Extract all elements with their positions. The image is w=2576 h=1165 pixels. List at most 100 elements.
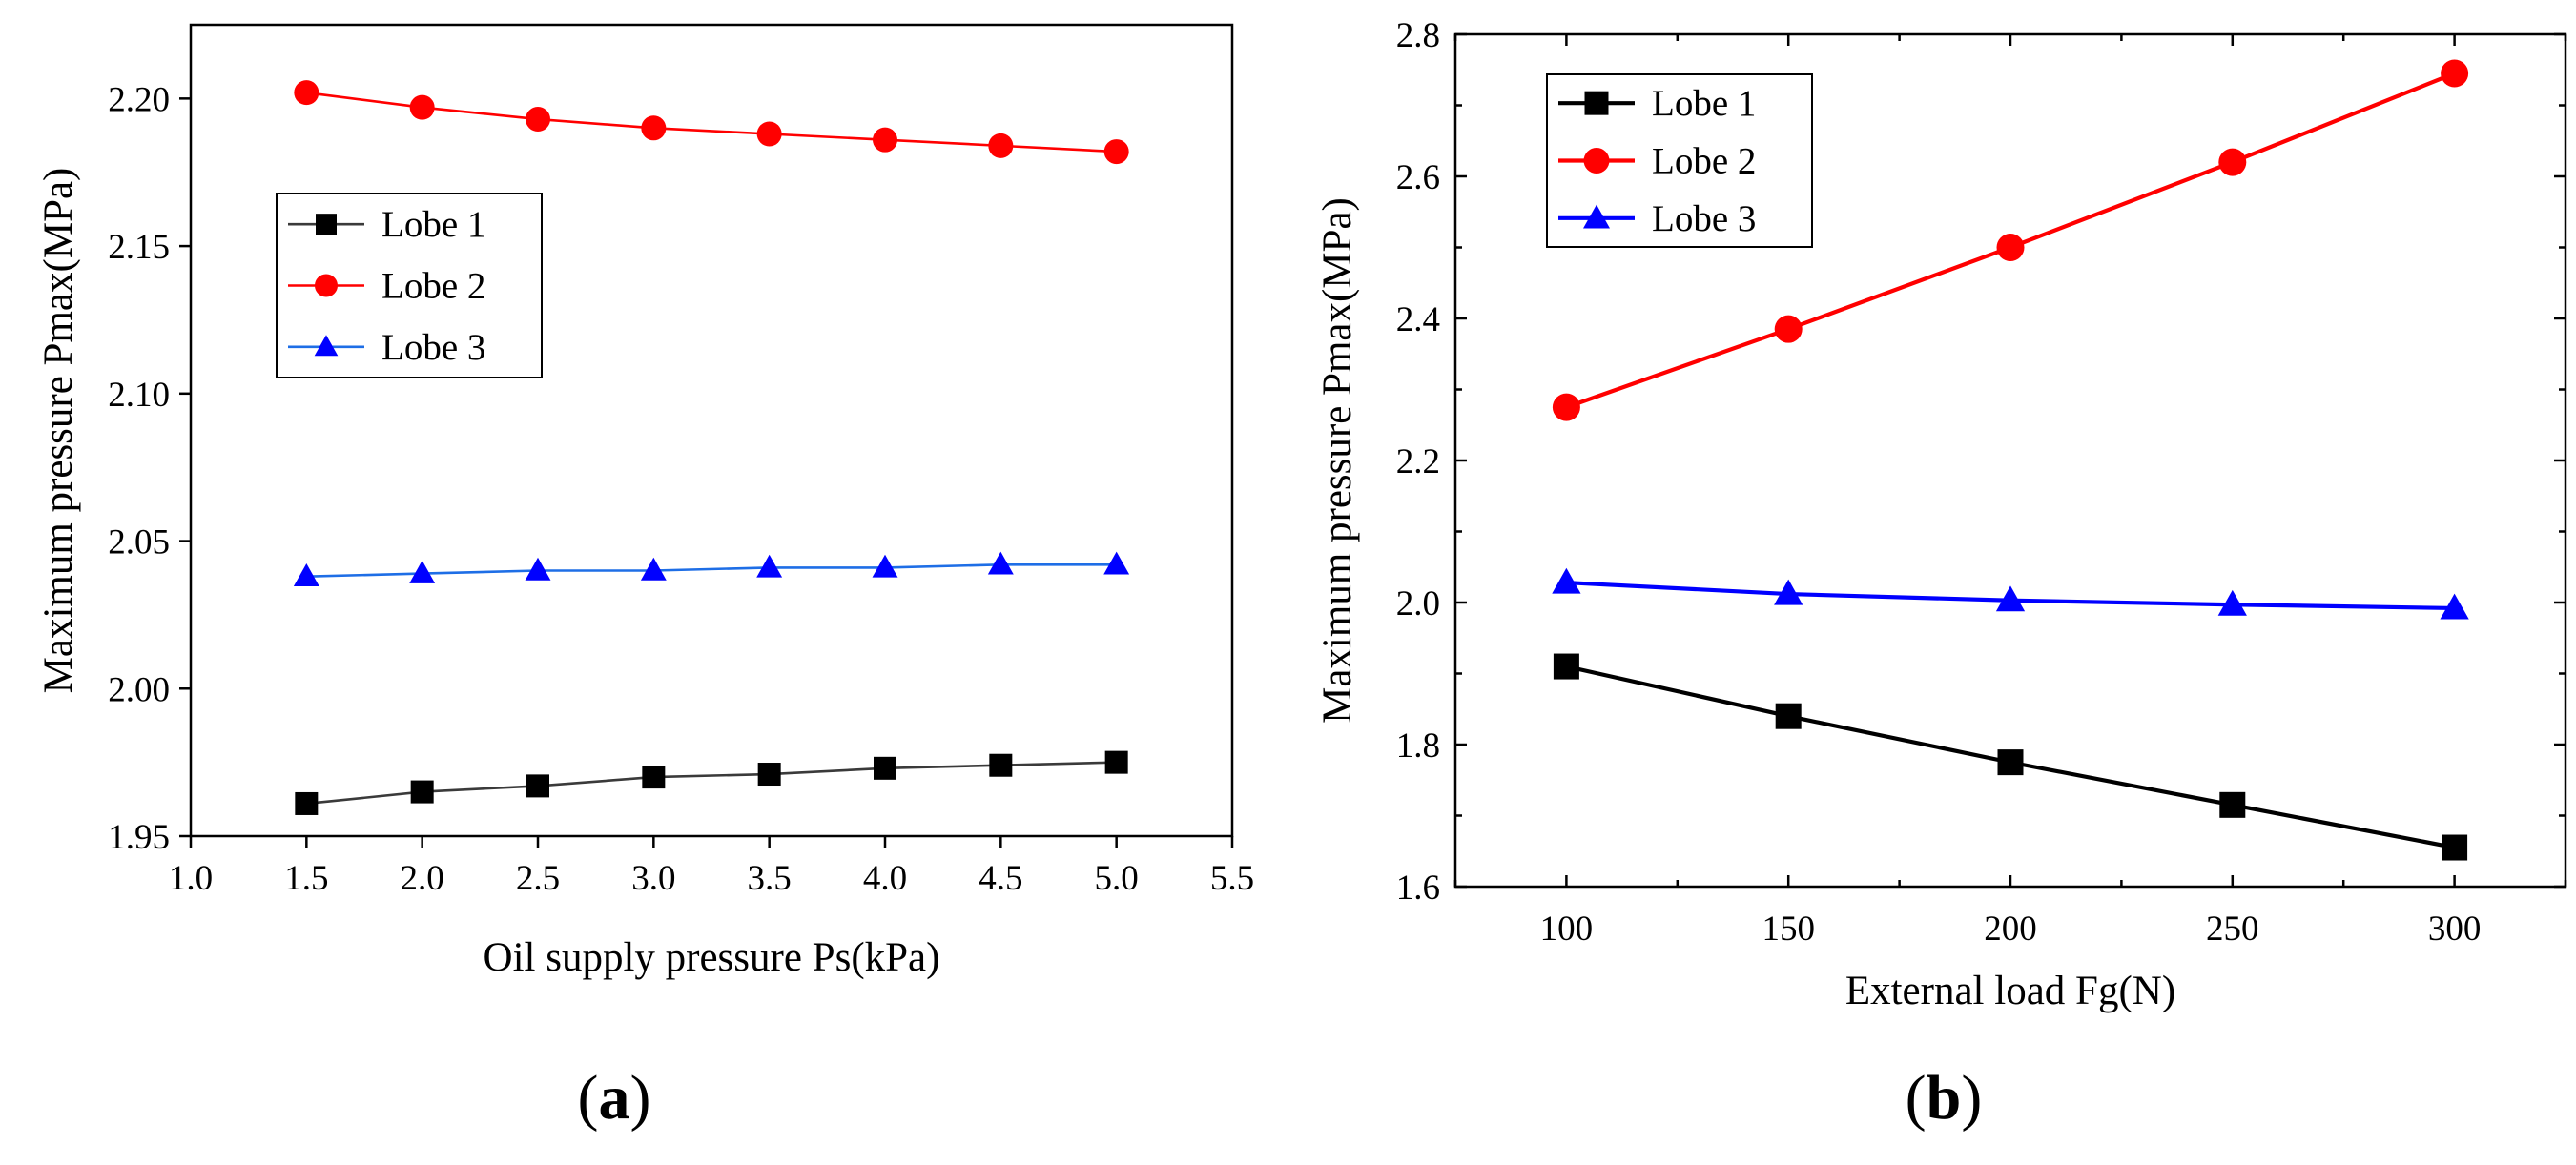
x-tick-label: 100 — [1540, 910, 1594, 949]
data-point — [2219, 791, 2246, 818]
series-line — [306, 761, 1117, 806]
y-tick-label: 1.8 — [1396, 726, 1440, 766]
legend-marker — [1583, 148, 1610, 174]
data-point — [756, 554, 783, 578]
x-tick-label: 3.5 — [748, 859, 792, 898]
data-point — [1552, 567, 1581, 594]
data-point — [1995, 585, 2026, 612]
legend: Lobe 1 Lobe 2 Lobe 3 — [276, 193, 543, 378]
x-tick-label: 150 — [1762, 910, 1815, 949]
panel-label-open: ( — [1906, 1063, 1927, 1133]
data-point — [1103, 139, 1129, 165]
series-lobe-1 — [295, 750, 1128, 815]
data-point — [1553, 653, 1579, 680]
y-tick-label: 1.6 — [1396, 869, 1440, 908]
data-point — [1774, 579, 1803, 605]
data-point — [295, 791, 319, 815]
x-tick-label: 3.0 — [631, 859, 675, 898]
x-tick-label: 300 — [2428, 910, 2482, 949]
x-tick-label: 4.5 — [979, 859, 1022, 898]
data-point — [1774, 315, 1803, 343]
y-tick-label: 2.0 — [1396, 584, 1440, 623]
data-point — [294, 80, 319, 106]
data-point — [2440, 593, 2469, 620]
panel-b: 100 150 200 250 300 1.6 1.8 2.0 2.2 2.4 2.6 2.8 Exte… — [1315, 16, 2567, 1133]
y-tick-label: 2.2 — [1396, 442, 1440, 481]
series-lobe-2 — [294, 80, 1129, 165]
data-point — [2441, 59, 2469, 88]
y-tick-label: 2.6 — [1396, 158, 1440, 197]
panel-label: (b) — [1906, 1063, 1983, 1133]
panel-label-close: ) — [1961, 1063, 1982, 1133]
data-point — [640, 557, 667, 581]
series-lobe-2 — [1552, 59, 2469, 421]
data-point — [293, 563, 319, 586]
data-point — [988, 133, 1014, 158]
legend-label: Lobe 2 — [381, 266, 485, 307]
x-axis-label: Oil supply pressure Ps(kPa) — [484, 935, 940, 980]
data-point — [525, 557, 551, 581]
data-point — [1103, 551, 1130, 575]
data-point — [1775, 703, 1802, 729]
legend-marker — [1584, 91, 1609, 115]
y-tick-label: 1.95 — [108, 818, 170, 857]
x-tick-label: 200 — [1984, 910, 2037, 949]
data-point — [2217, 589, 2247, 616]
series-lobe-3 — [1552, 567, 2469, 620]
panel-label: (a) — [578, 1063, 651, 1133]
data-point — [756, 121, 782, 147]
legend-label: Lobe 2 — [1652, 141, 1756, 182]
y-tick-label: 2.4 — [1396, 300, 1440, 339]
panel-label-open: ( — [578, 1063, 599, 1133]
y-axis-label: Maximum pressure Pmax(MPa) — [1315, 197, 1360, 724]
legend-marker — [314, 335, 339, 357]
data-point — [409, 94, 435, 120]
panel-label-close: ) — [630, 1063, 651, 1133]
data-point — [526, 774, 549, 798]
panel-a: 1.0 1.5 2.0 2.5 3.0 3.5 4.0 4.5 5.0 5.5 1.95 2.00 2.… — [36, 23, 1254, 1133]
panel-label-letter: a — [599, 1063, 630, 1133]
series-line — [306, 91, 1117, 153]
x-tick-label: 4.0 — [863, 859, 907, 898]
data-point — [642, 766, 666, 789]
data-point — [526, 107, 550, 133]
y-tick-label: 2.10 — [108, 376, 170, 415]
legend-marker — [315, 274, 338, 297]
data-point — [410, 780, 434, 804]
legend-marker — [316, 214, 337, 235]
y-tick-label: 2.15 — [108, 228, 170, 267]
data-point — [1996, 234, 2025, 261]
data-point — [874, 756, 896, 780]
x-tick-label: 1.5 — [284, 859, 328, 898]
legend-label: Lobe 1 — [381, 204, 485, 245]
legend-label: Lobe 3 — [1652, 198, 1756, 239]
y-tick-label: 2.00 — [108, 670, 170, 709]
y-tick-label: 2.05 — [108, 523, 170, 562]
data-point — [987, 551, 1014, 575]
x-tick-label: 2.5 — [516, 859, 560, 898]
data-point — [872, 554, 898, 578]
data-point — [1997, 749, 2024, 776]
data-point — [757, 763, 781, 787]
legend: Lobe 1 Lobe 2 Lobe 3 — [1546, 73, 1813, 248]
panel-label-letter: b — [1927, 1063, 1962, 1133]
data-point — [873, 127, 897, 153]
data-point — [2218, 148, 2247, 176]
legend-marker — [1583, 204, 1610, 229]
plot-frame — [189, 23, 1234, 838]
x-tick-label: 5.5 — [1210, 859, 1254, 898]
x-tick-label: 5.0 — [1095, 859, 1139, 898]
legend-label: Lobe 3 — [381, 327, 485, 368]
x-tick-label: 2.0 — [401, 859, 444, 898]
y-tick-label: 2.20 — [108, 80, 170, 119]
data-point — [1104, 750, 1128, 774]
data-point — [989, 753, 1013, 777]
data-point — [1552, 393, 1580, 421]
series-lobe-3 — [293, 551, 1130, 586]
data-point — [409, 560, 436, 583]
series-line — [306, 563, 1117, 578]
legend-label: Lobe 1 — [1652, 83, 1756, 124]
x-tick-label: 250 — [2206, 910, 2259, 949]
x-tick-label: 1.0 — [169, 859, 213, 898]
